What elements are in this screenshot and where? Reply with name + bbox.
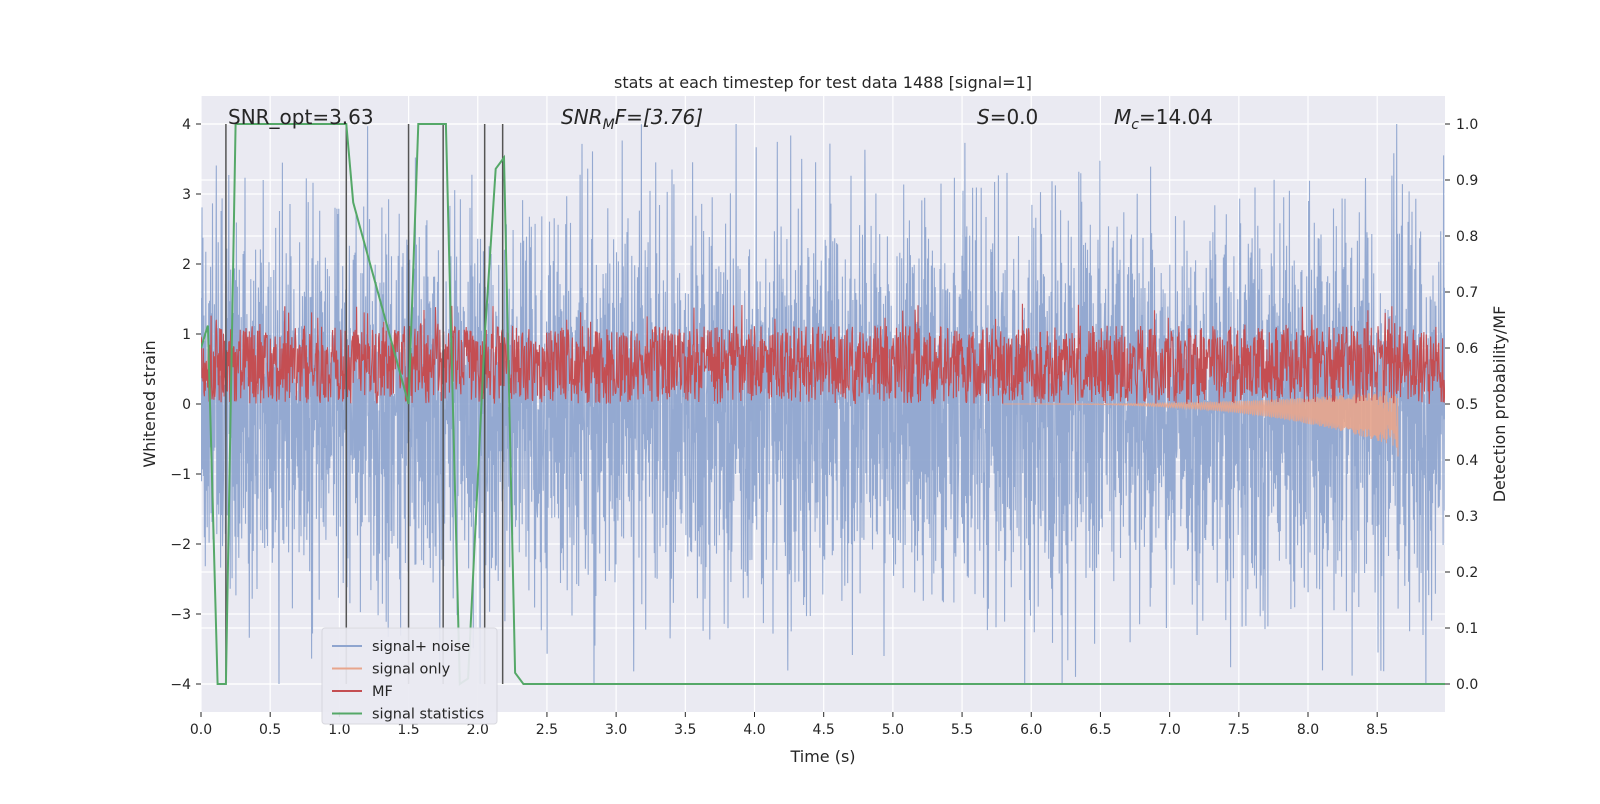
y-axis-label-right: Detection probability/MF bbox=[1490, 306, 1509, 503]
y-tick-label-left: 2 bbox=[182, 257, 191, 273]
y-tick-label-right: 0.2 bbox=[1456, 565, 1478, 581]
x-axis-label: Time (s) bbox=[789, 747, 855, 766]
signal-statistics-series bbox=[201, 123, 1445, 686]
y-tick-label-left: −4 bbox=[170, 677, 191, 693]
annotation-snr-opt: SNR_opt=3.63 bbox=[228, 105, 374, 129]
y-tick-label-right: 0.1 bbox=[1456, 621, 1478, 637]
y-tick-label-left: −1 bbox=[170, 467, 191, 483]
y-ticks-left: −4 −3 −2 −1 0 1 2 3 4 bbox=[170, 117, 201, 693]
y-axis-label-left: Whitened strain bbox=[140, 340, 159, 467]
x-tick-label: 5.0 bbox=[882, 722, 904, 738]
x-tick-label: 5.5 bbox=[951, 722, 973, 738]
chart-title: stats at each timestep for test data 148… bbox=[614, 73, 1032, 92]
x-tick-label: 6.0 bbox=[1020, 722, 1042, 738]
legend-label: signal statistics bbox=[372, 707, 484, 723]
y-tick-label-right: 0.5 bbox=[1456, 397, 1478, 413]
x-tick-label: 7.0 bbox=[1158, 722, 1180, 738]
y-tick-label-left: 1 bbox=[182, 327, 191, 343]
x-tick-label: 8.0 bbox=[1297, 722, 1319, 738]
y-ticks-right: 0.0 0.1 0.2 0.3 0.4 0.5 0.6 0.7 0.8 0.9 1.0 bbox=[1445, 117, 1478, 693]
x-tick-label: 8.5 bbox=[1366, 722, 1388, 738]
signal-only-line bbox=[1003, 389, 1399, 457]
signal-only-series bbox=[1003, 389, 1399, 457]
legend-label: signal only bbox=[372, 662, 451, 678]
y-tick-label-left: 4 bbox=[182, 117, 191, 133]
annotation-mc: Mc=14.04 bbox=[1114, 105, 1213, 133]
legend-box bbox=[321, 627, 498, 725]
legend-label: signal+ noise bbox=[372, 639, 470, 655]
legend-label: MF bbox=[372, 684, 393, 700]
y-tick-label-right: 0.3 bbox=[1456, 509, 1478, 525]
x-tick-label: 1.5 bbox=[397, 722, 419, 738]
x-tick-label: 0.0 bbox=[190, 722, 212, 738]
y-tick-label-right: 0.8 bbox=[1456, 229, 1478, 245]
x-tick-label: 3.5 bbox=[674, 722, 696, 738]
x-tick-label: 4.5 bbox=[813, 722, 835, 738]
x-tick-label: 2.0 bbox=[467, 722, 489, 738]
y-tick-label-right: 1.0 bbox=[1456, 117, 1478, 133]
y-tick-label-right: 0.6 bbox=[1456, 341, 1478, 357]
annotation-snr-mf: SNRMF=[3.76] bbox=[561, 105, 703, 133]
signal-statistics-line bbox=[201, 123, 1445, 686]
x-tick-label: 6.5 bbox=[1089, 722, 1111, 738]
x-tick-label: 4.0 bbox=[743, 722, 765, 738]
y-tick-label-right: 0.4 bbox=[1456, 453, 1478, 469]
annotation-s: S=0.0 bbox=[977, 105, 1038, 129]
y-tick-label-left: −2 bbox=[170, 537, 191, 553]
x-tick-label: 1.0 bbox=[328, 722, 350, 738]
legend: signal+ noise signal only MF signal statist… bbox=[321, 627, 498, 725]
x-ticks: 0.0 0.5 1.0 1.5 2.0 2.5 3.0 3.5 4.0 4.5 5.0 5.5 6.0 6… bbox=[190, 712, 1388, 738]
y-tick-label-right: 0.9 bbox=[1456, 173, 1478, 189]
x-tick-label: 2.5 bbox=[536, 722, 558, 738]
x-tick-label: 0.5 bbox=[259, 722, 281, 738]
y-tick-label-left: −3 bbox=[170, 607, 191, 623]
x-tick-label: 7.5 bbox=[1228, 722, 1250, 738]
y-tick-label-left: 0 bbox=[182, 397, 191, 413]
y-tick-label-right: 0.0 bbox=[1456, 677, 1478, 693]
y-tick-label-right: 0.7 bbox=[1456, 285, 1478, 301]
x-tick-label: 3.0 bbox=[605, 722, 627, 738]
y-tick-label-left: 3 bbox=[182, 187, 191, 203]
